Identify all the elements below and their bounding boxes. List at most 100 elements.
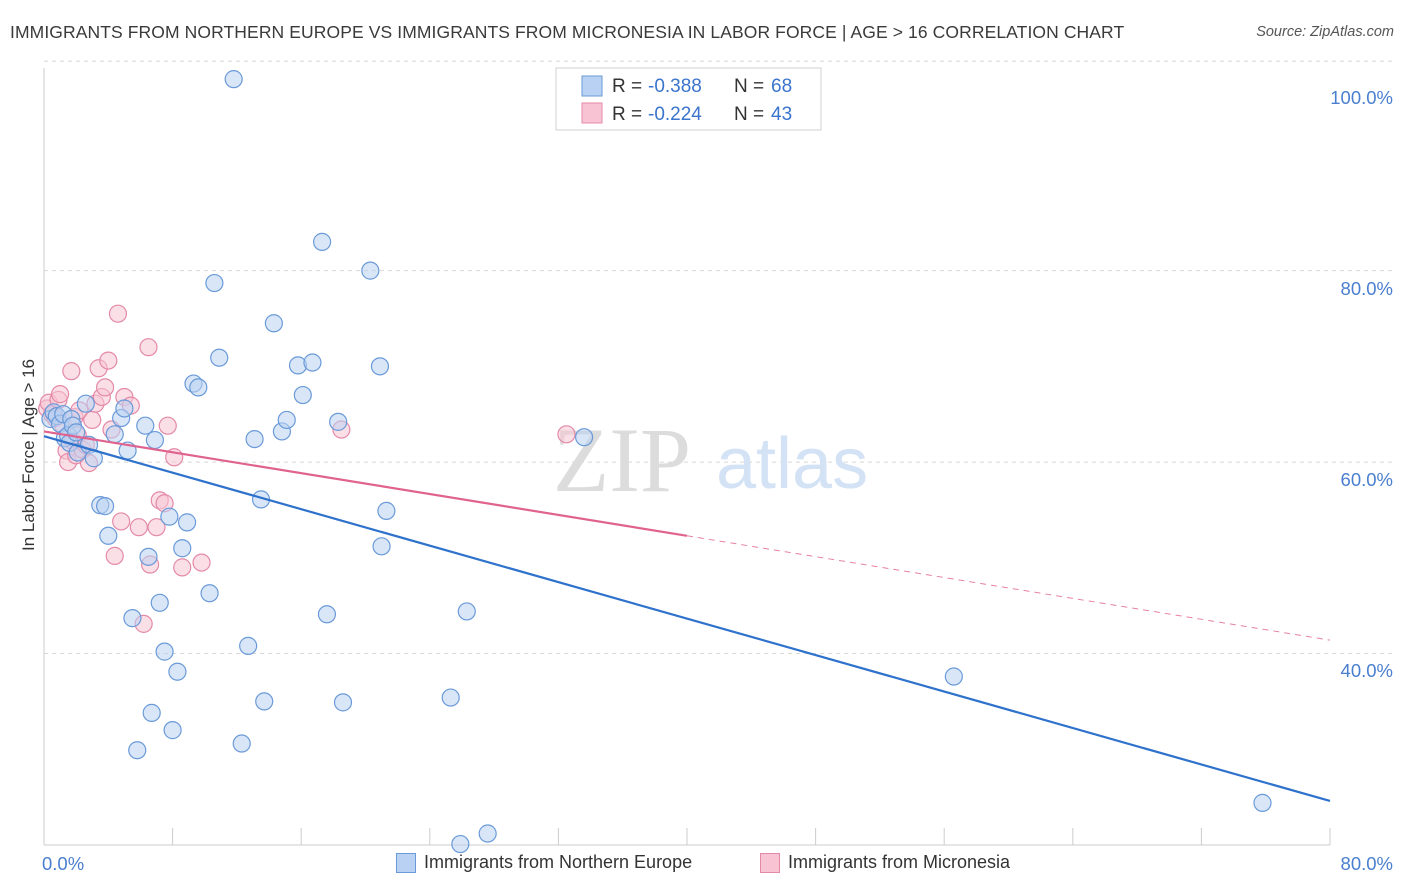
micronesia-point-9 [62, 362, 81, 381]
source-label: Source: ZipAtlas.com [1256, 24, 1394, 40]
northern-europe-point-20 [115, 399, 134, 418]
micronesia-point-40 [192, 553, 211, 572]
legend-bottom-item-micronesia: Immigrants from Micronesia [760, 852, 1010, 873]
micronesia-point-39 [173, 558, 192, 577]
series-northern-europe-points [41, 70, 1272, 854]
northern-europe-point-43 [245, 429, 264, 449]
legend-r-label-1: R = [612, 76, 642, 97]
micronesia-point-34 [147, 518, 166, 537]
northern-europe-point-60 [441, 688, 460, 707]
watermark-zip: ZIP [553, 409, 691, 511]
northern-europe-point-50 [293, 385, 312, 405]
northern-europe-point-46 [264, 314, 283, 333]
y-tick-labels: 40.0% 60.0% 80.0% 100.0% [1330, 87, 1393, 681]
y-tick-label-40: 40.0% [1341, 660, 1393, 681]
northern-europe-point-18 [105, 425, 124, 444]
northern-europe-point-23 [128, 741, 147, 760]
micronesia-point-25 [105, 546, 124, 565]
trendline-micronesia-extension [686, 535, 1331, 641]
legend-bottom-swatch-pink [760, 852, 780, 873]
x-tick-label-min: 0.0% [42, 853, 84, 874]
legend-top: R = -0.388 N = 68 R = -0.224 N = 43 [555, 67, 822, 131]
northern-europe-point-45 [255, 692, 274, 711]
micronesia-point-5 [50, 385, 70, 404]
northern-europe-point-62 [478, 824, 497, 843]
legend-n-label-2: N = [734, 104, 764, 125]
legend-r-value-2: -0.224 [648, 104, 702, 125]
watermark: ZIP atlas [553, 409, 868, 511]
x-tick-labels: 0.0% 80.0% [42, 853, 1393, 874]
northern-europe-point-12 [76, 394, 95, 413]
gridlines [44, 60, 1394, 655]
northern-europe-point-31 [163, 721, 182, 740]
x-tick-label-max: 80.0% [1341, 853, 1393, 874]
northern-europe-point-57 [370, 357, 390, 376]
northern-europe-point-64 [944, 667, 963, 686]
northern-europe-point-54 [329, 412, 348, 431]
northern-europe-point-51 [303, 353, 322, 372]
micronesia-point-30 [129, 518, 148, 537]
watermark-atlas: atlas [716, 424, 868, 504]
northern-europe-point-63 [575, 428, 594, 447]
northern-europe-point-53 [317, 605, 337, 624]
northern-europe-point-38 [205, 273, 224, 293]
northern-europe-point-42 [239, 636, 258, 655]
northern-europe-point-39 [210, 348, 229, 367]
legend-bottom: Immigrants from Northern Europe Immigran… [0, 852, 1406, 878]
northern-europe-point-28 [150, 593, 169, 612]
northern-europe-point-22 [123, 609, 142, 628]
northern-europe-point-56 [361, 261, 380, 280]
legend-n-value-1: 68 [771, 76, 792, 97]
northern-europe-point-29 [155, 642, 174, 661]
legend-n-label-1: N = [734, 76, 764, 97]
northern-europe-point-55 [333, 693, 353, 712]
northern-europe-point-27 [145, 430, 165, 450]
northern-europe-point-33 [173, 539, 192, 558]
micronesia-point-27 [112, 512, 131, 531]
northern-europe-point-24 [136, 416, 155, 435]
legend-swatch-micronesia [581, 102, 603, 124]
y-axis-label: In Labor Force | Age > 16 [19, 359, 38, 551]
legend-n-value-2: 43 [771, 104, 792, 125]
legend-bottom-item-northern-europe: Immigrants from Northern Europe [396, 852, 692, 873]
y-tick-label-100: 100.0% [1330, 87, 1393, 108]
northern-europe-point-16 [95, 497, 115, 516]
chart-title: IMMIGRANTS FROM NORTHERN EUROPE VS IMMIG… [10, 22, 1125, 42]
y-tick-label-80: 80.0% [1341, 278, 1393, 299]
legend-bottom-label-northern-europe: Immigrants from Northern Europe [424, 852, 693, 872]
legend-bottom-swatch-blue [396, 852, 416, 873]
northern-europe-point-26 [142, 703, 161, 722]
northern-europe-point-25 [139, 547, 158, 566]
micronesia-point-22 [95, 378, 115, 397]
micronesia-point-37 [158, 416, 177, 435]
northern-europe-point-65 [1253, 793, 1272, 812]
northern-europe-point-17 [99, 526, 118, 545]
y-tick-label-60: 60.0% [1341, 469, 1393, 490]
legend-r-value-1: -0.388 [648, 76, 702, 97]
northern-europe-point-37 [200, 584, 219, 603]
northern-europe-point-40 [224, 70, 243, 89]
micronesia-point-18 [83, 410, 102, 430]
legend-bottom-label-micronesia: Immigrants from Micronesia [788, 852, 1011, 872]
northern-europe-point-34 [177, 513, 197, 532]
northern-europe-point-52 [312, 232, 332, 251]
northern-europe-point-61 [457, 602, 476, 621]
northern-europe-point-59 [377, 501, 396, 520]
northern-europe-point-36 [189, 378, 208, 397]
legend-r-label-2: R = [612, 104, 642, 125]
micronesia-point-23 [99, 351, 118, 370]
northern-europe-point-41 [232, 734, 251, 753]
northern-europe-point-48 [277, 410, 296, 430]
axes [43, 68, 1331, 846]
legend-swatch-northern-europe [581, 75, 603, 97]
trendlines [43, 430, 1331, 803]
northern-europe-point-66 [451, 834, 470, 854]
micronesia-point-32 [139, 338, 158, 357]
northern-europe-point-30 [160, 507, 179, 526]
northern-europe-point-32 [168, 662, 187, 681]
trendline-micronesia [43, 430, 688, 537]
micronesia-point-42 [557, 425, 576, 444]
trendline-northern-europe [43, 435, 1331, 803]
micronesia-point-26 [108, 304, 128, 323]
